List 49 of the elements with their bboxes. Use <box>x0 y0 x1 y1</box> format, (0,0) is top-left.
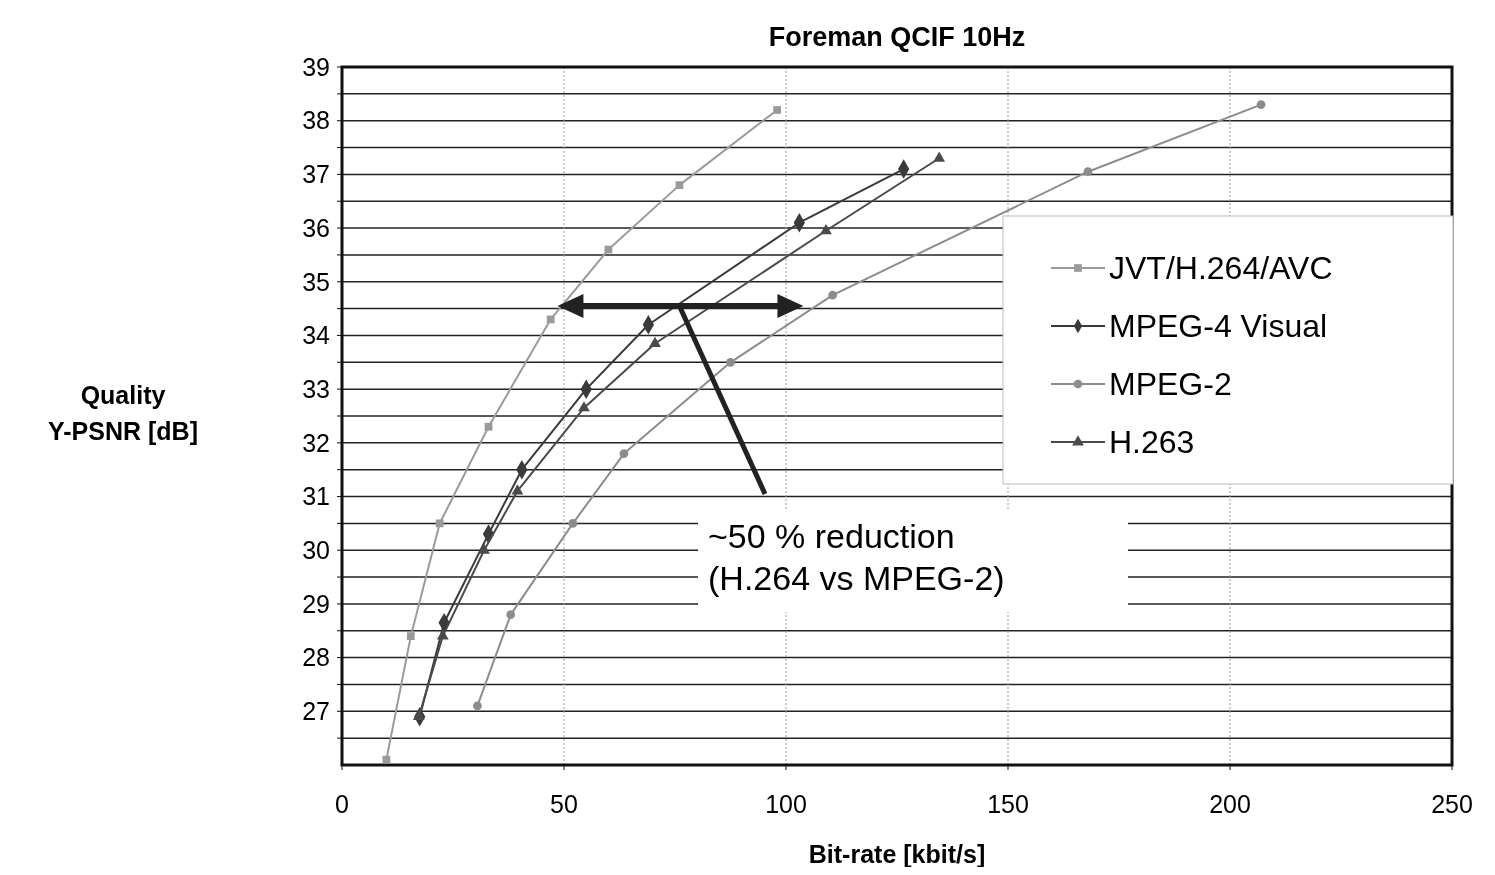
point <box>820 223 832 235</box>
chart-title: Foreman QCIF 10Hz <box>768 22 1026 52</box>
point <box>1256 100 1266 109</box>
point <box>473 701 482 711</box>
point <box>568 519 578 528</box>
x-tick-label: 250 <box>1431 790 1473 818</box>
x-tick-label: 0 <box>335 790 349 818</box>
point <box>933 151 946 162</box>
point <box>578 401 590 412</box>
y-tick-label: 33 <box>302 374 330 403</box>
y-tick-label: 39 <box>302 52 330 81</box>
point <box>382 755 391 764</box>
x-tick-label: 200 <box>1209 790 1251 818</box>
legend-label: MPEG-4 Visual <box>1109 308 1328 345</box>
point <box>435 519 444 528</box>
point <box>649 336 661 347</box>
x-tick-label: 100 <box>765 790 807 818</box>
y-tick-label: 38 <box>302 106 330 135</box>
y-tick-label: 31 <box>302 482 330 511</box>
point <box>412 709 425 721</box>
y-tick-label: 37 <box>302 160 330 189</box>
point <box>484 422 493 431</box>
y-tick-label: 35 <box>302 267 330 296</box>
point <box>436 629 449 640</box>
x-tick-label: 150 <box>987 790 1029 818</box>
y-tick-label: 36 <box>302 213 330 242</box>
point <box>1083 167 1093 177</box>
y-tick-label: 28 <box>302 643 330 672</box>
point <box>828 290 837 300</box>
point <box>675 181 684 189</box>
legend-label: MPEG-2 <box>1109 366 1232 403</box>
point <box>619 449 629 458</box>
y-tick-label: 32 <box>302 428 330 457</box>
point <box>478 543 490 554</box>
point <box>773 106 781 114</box>
annotation: ~50 % reduction (H.264 vs MPEG-2) <box>708 517 1005 597</box>
x-tick-label: 50 <box>550 790 578 818</box>
point <box>511 484 524 495</box>
y-tick-label: 29 <box>302 589 330 618</box>
y-tick-label: 34 <box>302 321 331 350</box>
y-axis-title: Quality Y-PSNR [dB] <box>48 381 198 445</box>
y-tick-label: 27 <box>302 697 330 726</box>
point <box>546 315 555 324</box>
point <box>406 632 415 641</box>
point <box>726 357 735 367</box>
y-tick-label: 30 <box>302 535 330 564</box>
legend-label: JVT/H.264/AVC <box>1109 250 1333 287</box>
legend-label: H.263 <box>1109 424 1195 461</box>
point <box>506 610 516 620</box>
